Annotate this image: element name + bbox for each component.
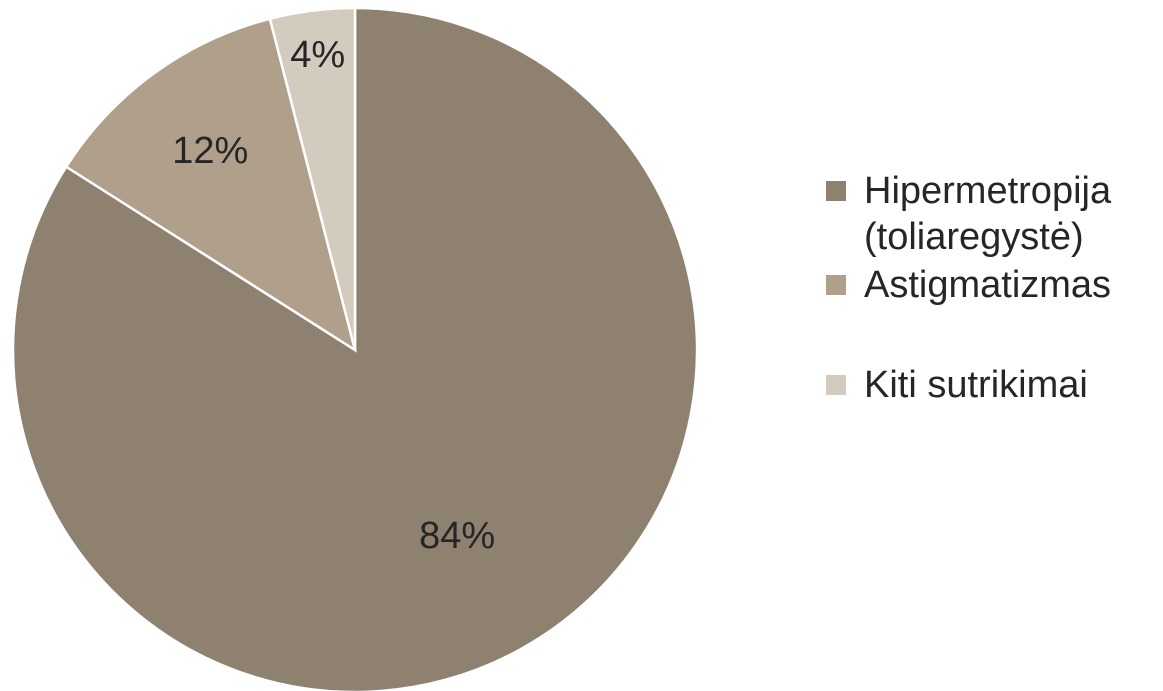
legend-label-kiti-sutrikimai: Kiti sutrikimai xyxy=(864,364,1088,406)
legend-item-hipermetropija: Hipermetropija (toliaregystė) xyxy=(826,168,1163,260)
legend-swatch-hipermetropija xyxy=(826,181,846,201)
pie-chart: 84% 12% 4% xyxy=(11,6,699,691)
legend-swatch-astigmatizmas xyxy=(826,275,846,295)
data-label-hipermetropija: 84% xyxy=(419,515,495,557)
legend: Hipermetropija (toliaregystė) Astigmatiz… xyxy=(826,168,1163,408)
pie-slice-astigmatizmas xyxy=(64,17,357,353)
data-label-astigmatizmas: 12% xyxy=(172,130,248,172)
legend-swatch-kiti-sutrikimai xyxy=(826,375,846,395)
data-label-kiti-sutrikimai: 4% xyxy=(290,34,345,76)
pie-slice-kiti-sutrikimai xyxy=(268,6,357,351)
legend-label-astigmatizmas: Astigmatizmas xyxy=(864,264,1112,306)
legend-label-hipermetropija: Hipermetropija (toliaregystė) xyxy=(864,170,1112,258)
legend-item-astigmatizmas: Astigmatizmas xyxy=(826,262,1163,308)
legend-item-kiti-sutrikimai: Kiti sutrikimai xyxy=(826,362,1163,408)
